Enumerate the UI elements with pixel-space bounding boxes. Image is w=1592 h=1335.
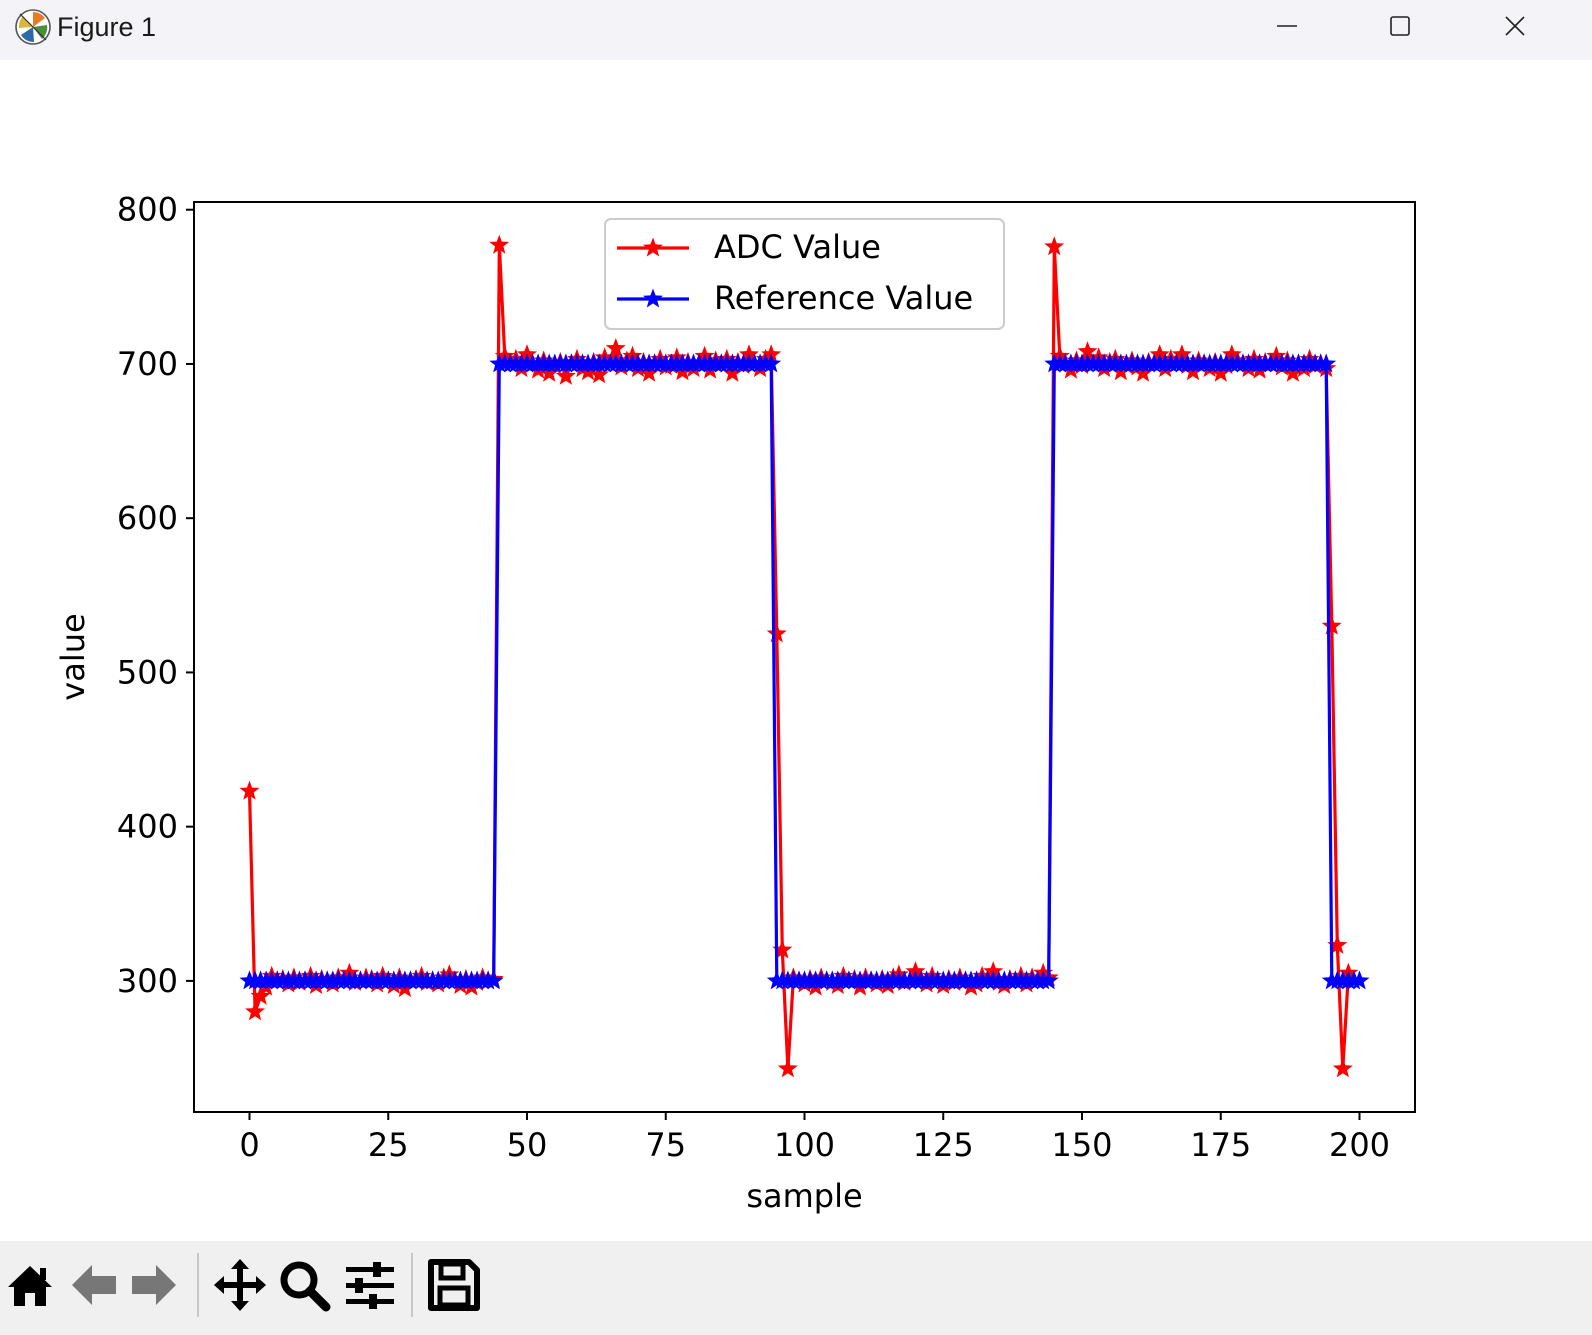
data-point xyxy=(1321,615,1342,635)
home-button[interactable] xyxy=(2,1255,58,1315)
data-point xyxy=(1077,341,1098,361)
y-tick-label: 600 xyxy=(117,499,178,537)
back-arrow-icon xyxy=(72,1265,116,1305)
series-line-1 xyxy=(249,362,1360,983)
data-point xyxy=(1327,934,1348,954)
x-tick-label: 100 xyxy=(774,1126,835,1164)
data-point xyxy=(250,985,271,1005)
close-icon xyxy=(1505,16,1525,36)
data-point xyxy=(805,976,826,996)
minimize-icon xyxy=(1277,25,1297,27)
data-point xyxy=(256,976,277,996)
maximize-icon xyxy=(1390,16,1410,36)
window-title-bar: Figure 1 xyxy=(0,0,1592,60)
y-tick-label: 400 xyxy=(117,808,178,846)
legend-label-reference: Reference Value xyxy=(714,279,973,317)
data-point xyxy=(1038,970,1059,990)
y-axis: 300 400 500 600 700 800 xyxy=(117,191,194,1000)
legend-items xyxy=(617,237,689,308)
save-button[interactable] xyxy=(426,1255,482,1315)
y-axis-label: value xyxy=(54,613,92,700)
window-title: Figure 1 xyxy=(57,12,157,42)
toolbar-separator xyxy=(411,1253,413,1317)
x-tick-label: 75 xyxy=(645,1126,686,1164)
y-tick-label: 300 xyxy=(117,962,178,1000)
y-tick-label: 500 xyxy=(117,653,178,691)
series-1 xyxy=(239,353,1370,990)
x-tick-label: 150 xyxy=(1051,1126,1112,1164)
zoom-button[interactable] xyxy=(276,1255,332,1315)
toolbar-separator xyxy=(197,1253,199,1317)
data-point xyxy=(700,359,721,379)
data-point xyxy=(489,234,510,254)
data-point xyxy=(1044,236,1065,256)
home-icon xyxy=(8,1266,52,1306)
x-tick-label: 0 xyxy=(239,1126,259,1164)
data-point xyxy=(850,976,870,996)
x-tick-label: 125 xyxy=(913,1126,974,1164)
configure-subplots-icon xyxy=(346,1262,394,1309)
data-point xyxy=(961,976,981,996)
data-point xyxy=(528,359,549,379)
data-point xyxy=(589,364,610,384)
x-tick-label: 175 xyxy=(1190,1126,1251,1164)
data-point xyxy=(639,362,660,382)
configure-subplots-button[interactable] xyxy=(342,1255,398,1315)
pan-icon xyxy=(214,1259,266,1311)
data-point xyxy=(1316,353,1337,373)
save-icon xyxy=(428,1259,480,1311)
minimize-button[interactable] xyxy=(1232,0,1342,52)
x-axis-label: sample xyxy=(746,1177,862,1215)
x-axis: 0 25 50 75 100 125 150 175 200 xyxy=(239,1112,1390,1164)
data-point xyxy=(239,780,260,800)
series-layer xyxy=(239,234,1370,1078)
y-tick-label: 800 xyxy=(117,191,178,229)
figure-canvas[interactable]: 0 25 50 75 100 125 150 175 200 300 400 500 600 700 80… xyxy=(0,60,1592,1241)
data-point xyxy=(777,1058,798,1078)
x-tick-label: 200 xyxy=(1329,1126,1390,1164)
pan-button[interactable] xyxy=(212,1255,268,1315)
data-point xyxy=(555,365,576,385)
data-point xyxy=(483,970,504,990)
x-tick-label: 25 xyxy=(368,1126,409,1164)
zoom-icon xyxy=(280,1261,331,1312)
data-point xyxy=(1133,362,1153,382)
maximize-button[interactable] xyxy=(1345,0,1455,52)
forward-arrow-icon xyxy=(132,1265,176,1305)
y-tick-label: 700 xyxy=(117,345,178,383)
navigation-toolbar xyxy=(0,1241,1592,1335)
data-point xyxy=(1282,362,1303,382)
data-point xyxy=(722,362,743,382)
data-point xyxy=(761,353,782,373)
legend: ADC Value Reference Value xyxy=(604,218,1005,330)
legend-frame xyxy=(604,218,1005,330)
data-point xyxy=(1332,1058,1353,1078)
data-point xyxy=(766,623,787,643)
data-point xyxy=(1349,970,1370,990)
data-point xyxy=(461,976,482,996)
data-point xyxy=(245,1001,265,1021)
close-button[interactable] xyxy=(1460,0,1570,52)
x-tick-label: 50 xyxy=(507,1126,548,1164)
back-button[interactable] xyxy=(66,1255,122,1315)
data-point xyxy=(605,338,626,357)
forward-button[interactable] xyxy=(126,1255,182,1315)
data-point xyxy=(1060,359,1081,379)
legend-handle-marker xyxy=(643,237,663,257)
matplotlib-logo-icon xyxy=(15,9,51,45)
data-point xyxy=(772,939,793,959)
legend-handle-marker xyxy=(643,288,663,308)
legend-label-adc: ADC Value xyxy=(714,228,881,266)
